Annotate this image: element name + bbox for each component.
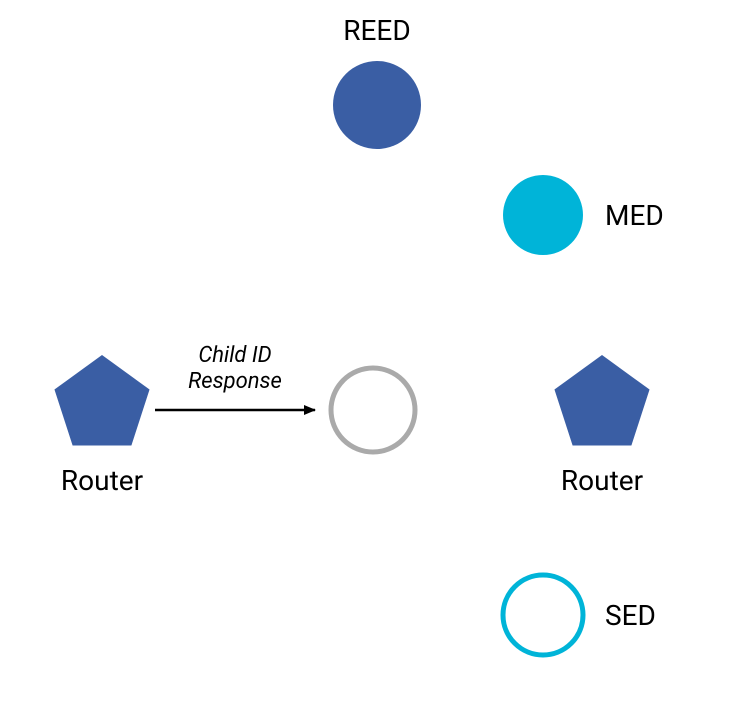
thread-network-diagram: Child ID Response REED MED Router Router… xyxy=(0,0,752,720)
node-med xyxy=(503,175,583,255)
label-sed: SED xyxy=(605,599,656,632)
node-router-right xyxy=(554,355,649,445)
label-med: MED xyxy=(605,199,664,232)
node-reed xyxy=(333,61,421,149)
label-reed: REED xyxy=(343,14,410,47)
label-router-right: Router xyxy=(561,464,644,497)
label-router-left: Router xyxy=(61,464,144,497)
node-router-left xyxy=(54,355,149,445)
node-center-open xyxy=(331,368,415,452)
node-sed xyxy=(503,575,583,655)
edge-label-child-id-line1: Child ID xyxy=(198,343,271,368)
edge-label-child-id-line2: Response xyxy=(188,369,282,394)
